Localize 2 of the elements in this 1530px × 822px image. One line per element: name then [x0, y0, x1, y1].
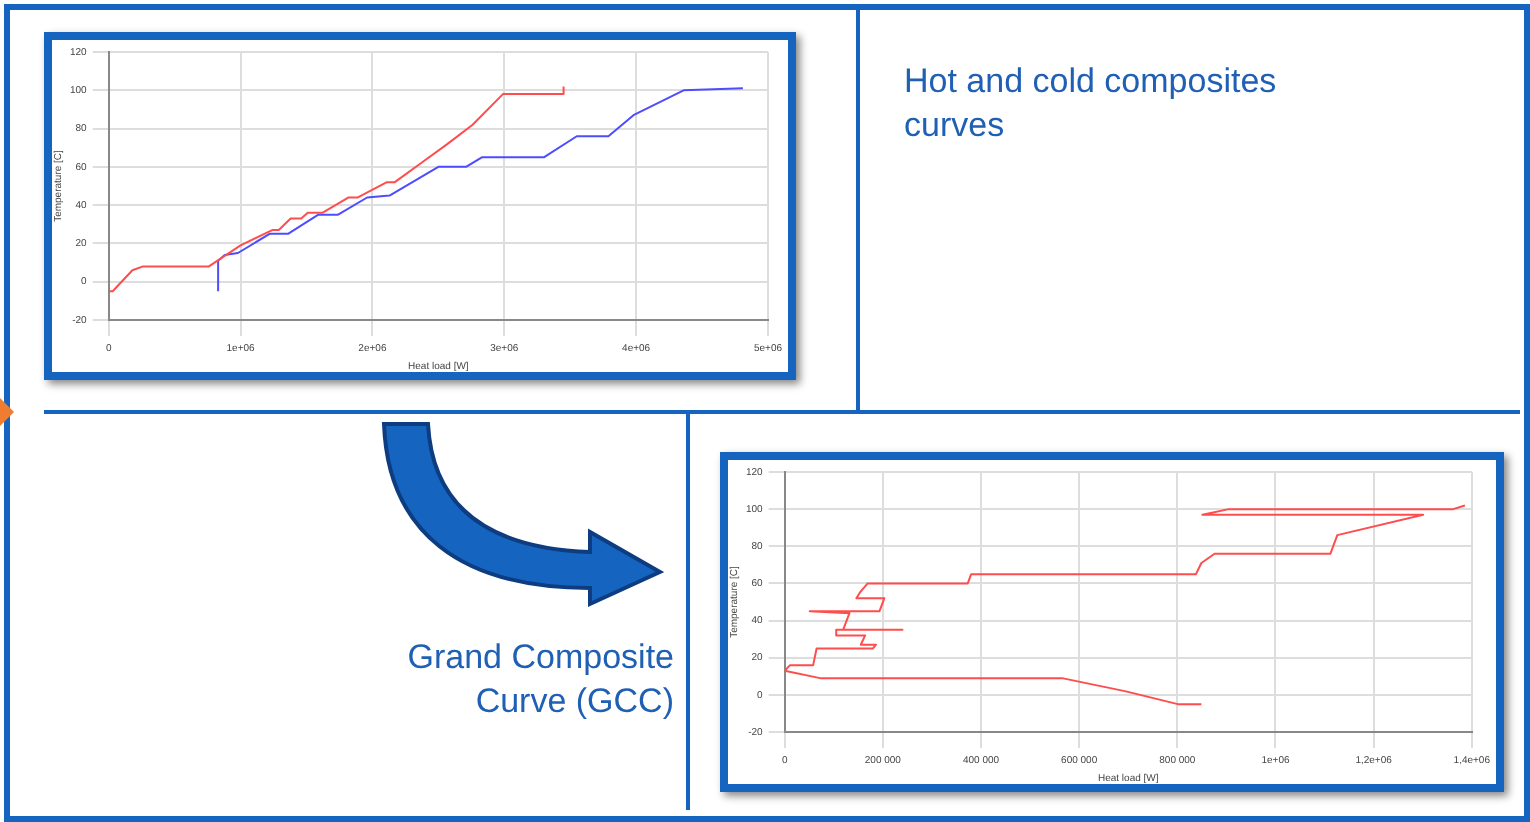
text: Grand Composite Curve (GCC): [405, 636, 674, 724]
text: Hot and cold composites curves: [904, 60, 1279, 148]
